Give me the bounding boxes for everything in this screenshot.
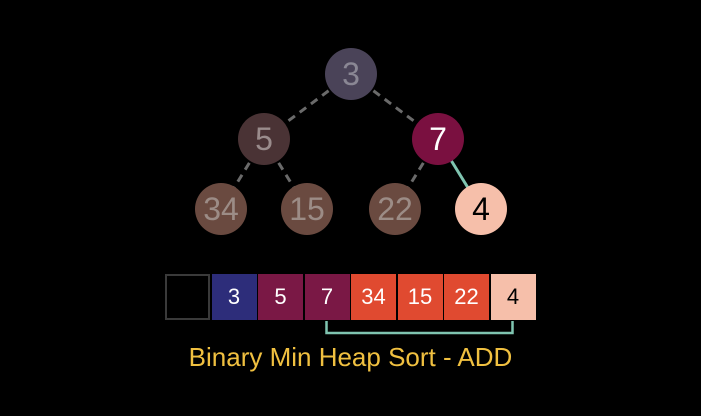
- heap-node-7: 7: [412, 113, 464, 165]
- array-cell-22: 22: [444, 274, 489, 320]
- heap-array: 3 5 7 34 15 22 4: [165, 274, 537, 322]
- heap-node-5: 5: [238, 113, 290, 165]
- array-cell-3: 3: [211, 274, 257, 320]
- tree-nodes: 3 5 7 34 15 22 4: [195, 48, 507, 235]
- caption: Binary Min Heap Sort - ADD: [188, 342, 513, 372]
- array-cell-15: 15: [397, 274, 443, 320]
- swap-bracket: [325, 321, 514, 335]
- node-label: 4: [472, 191, 490, 227]
- array-cell-empty: [165, 274, 210, 320]
- node-label: 3: [342, 56, 360, 92]
- node-circle: [238, 113, 290, 165]
- node-circle: [281, 183, 333, 235]
- array-cell-5: 5: [258, 274, 303, 320]
- node-circle: [325, 48, 377, 100]
- node-label: 5: [255, 121, 273, 157]
- node-circle: [369, 183, 421, 235]
- heap-node-34: 34: [195, 183, 247, 235]
- array-cell-7: 7: [304, 274, 350, 320]
- node-label: 7: [429, 121, 447, 157]
- node-label: 15: [289, 191, 325, 227]
- heap-node-22: 22: [369, 183, 421, 235]
- array-cell-34: 34: [351, 274, 396, 320]
- heap-node-15: 15: [281, 183, 333, 235]
- node-circle: [195, 183, 247, 235]
- node-circle: [412, 113, 464, 165]
- array-cell-4: 4: [490, 274, 536, 320]
- node-label: 22: [377, 191, 413, 227]
- node-label: 34: [203, 191, 239, 227]
- heap-node-3: 3: [325, 48, 377, 100]
- heap-node-4: 4: [455, 183, 507, 235]
- node-circle: [455, 183, 507, 235]
